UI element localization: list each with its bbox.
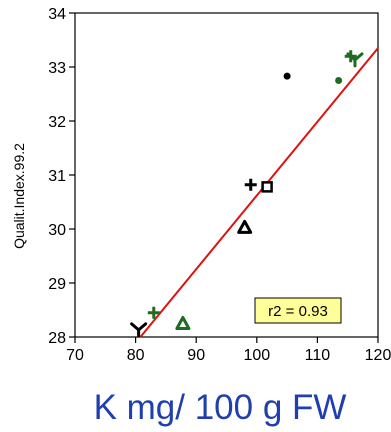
data-point-y-mark <box>346 52 364 68</box>
r2-annotation-text: r2 = 0.93 <box>268 303 328 320</box>
data-point-triangle-mark <box>175 316 191 330</box>
data-point-triangle <box>175 316 191 330</box>
x-tick-label: 100 <box>243 347 270 364</box>
x-axis-label: K mg/ 100 g FW <box>94 388 347 427</box>
data-point-plus <box>244 178 257 191</box>
data-point-plus-mark <box>244 178 257 191</box>
data-point-dot <box>283 72 291 80</box>
plot-frame <box>74 12 379 338</box>
y-tick-label: 34 <box>48 6 66 23</box>
regression-line <box>139 47 379 338</box>
data-point-triangle-mark <box>237 219 253 234</box>
data-point-plus-mark <box>147 306 160 319</box>
y-tick-label: 31 <box>48 168 66 185</box>
data-point-y-shape <box>346 52 364 68</box>
y-tick-label: 30 <box>48 222 66 239</box>
x-tick-label: 80 <box>127 347 145 364</box>
x-tick-label: 70 <box>66 347 84 364</box>
data-point-plus <box>147 306 160 319</box>
r2-annotation-box <box>254 297 342 324</box>
data-point-y-shape <box>130 322 148 338</box>
data-point-triangle <box>237 219 253 234</box>
plot-area: 70 80 90 100 110 120 28 29 30 31 32 33 34 r2 = 0.93 <box>48 6 391 364</box>
x-tick-label: 110 <box>305 347 331 364</box>
y-tick-label: 29 <box>48 276 66 293</box>
data-point-dot <box>335 77 343 84</box>
x-tick-label: 120 <box>365 347 391 364</box>
data-point-dot <box>283 72 291 80</box>
data-point-square-mark <box>261 181 273 193</box>
y-tick-label: 28 <box>48 330 66 347</box>
y-tick-label: 32 <box>48 114 66 131</box>
data-point-y-mark <box>130 322 148 338</box>
y-tick-label: 33 <box>48 60 66 77</box>
y-axis-label: Qualit.Index.99.2 <box>11 143 27 249</box>
x-tick-label: 90 <box>187 347 205 364</box>
data-point-square <box>261 181 273 193</box>
data-point-dot <box>335 77 343 84</box>
